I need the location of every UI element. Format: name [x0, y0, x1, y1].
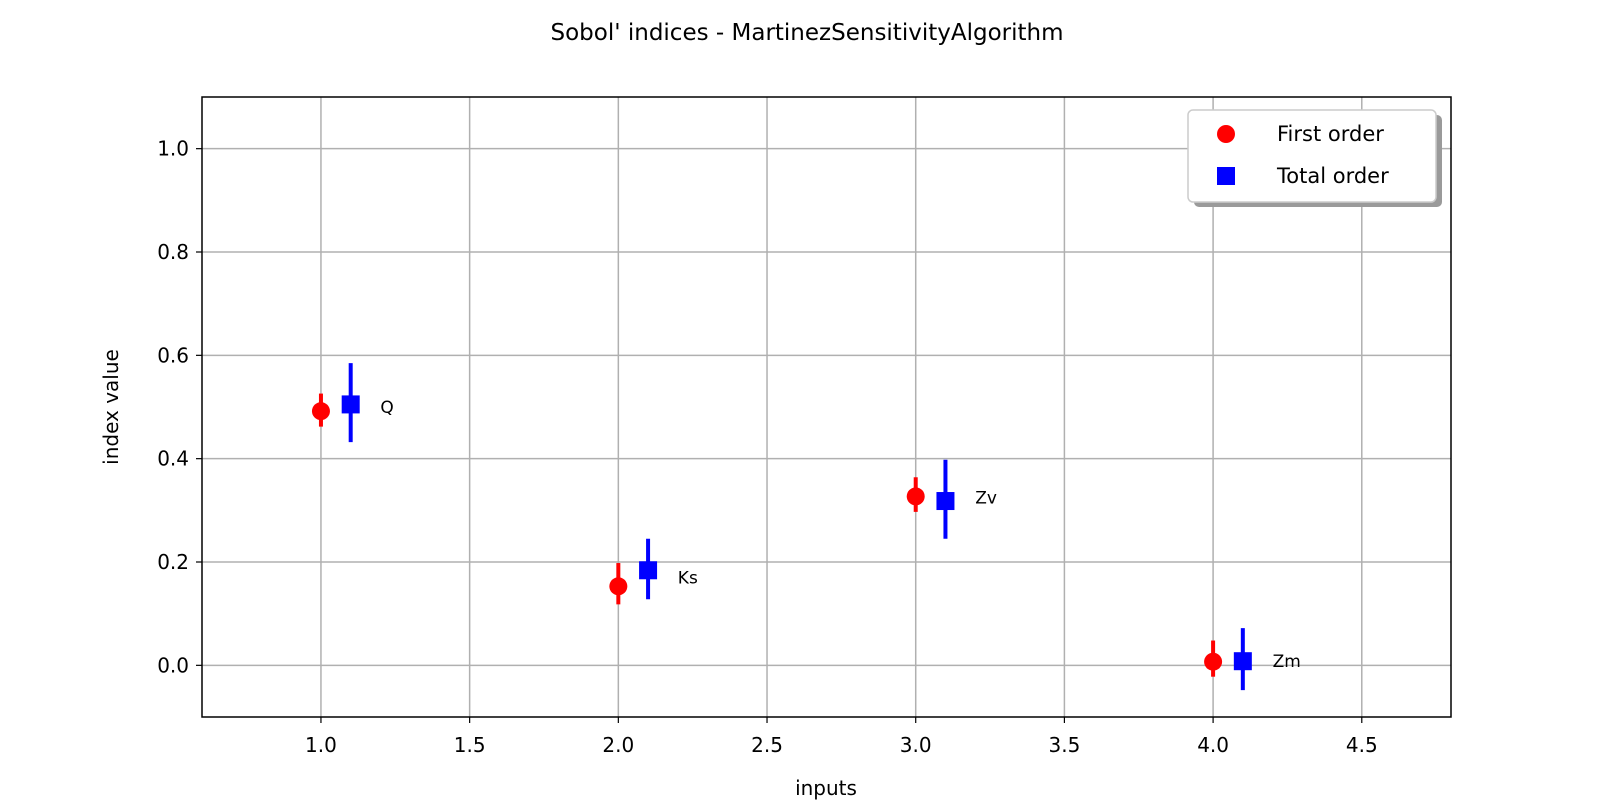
chart-title: Sobol' indices - MartinezSensitivityAlgo… — [550, 20, 1063, 46]
y-tick-label: 1.0 — [157, 137, 189, 161]
legend-box — [1187, 109, 1437, 203]
point-label: Zv — [975, 488, 997, 508]
x-tick-label: 2.0 — [602, 733, 634, 757]
data-series — [311, 363, 1252, 691]
data-point-circle — [1204, 652, 1223, 671]
point-label: Zm — [1273, 652, 1301, 672]
y-tick-label: 0.6 — [157, 343, 189, 367]
point-annotations: Q Ks Zv Zm — [380, 398, 1300, 672]
data-point-circle — [311, 402, 330, 421]
series-total-order — [341, 363, 1252, 691]
legend-marker-first-order — [1217, 125, 1235, 143]
y-tick-label: 0.8 — [157, 240, 189, 264]
x-tick-label: 1.0 — [305, 733, 337, 757]
y-tick-label: 0.4 — [157, 447, 189, 471]
y-tick-label: 0.0 — [157, 653, 189, 677]
data-point-square — [1233, 652, 1252, 671]
y-axis-label: index value — [99, 349, 123, 465]
data-point-square — [936, 492, 955, 511]
y-tick-label: 0.2 — [157, 550, 189, 574]
point-label: Ks — [678, 569, 698, 589]
data-point-square — [341, 395, 360, 414]
legend-label-first-order: First order — [1277, 122, 1384, 146]
x-axis-label: inputs — [795, 776, 857, 800]
x-tick-label: 2.5 — [751, 733, 783, 757]
x-tick-label: 3.5 — [1048, 733, 1080, 757]
data-point-circle — [609, 577, 628, 596]
point-label: Q — [380, 398, 393, 418]
x-tick-label: 4.0 — [1197, 733, 1229, 757]
data-point-square — [639, 561, 658, 580]
plot-area-frame — [201, 96, 1452, 718]
legend: First order Total order — [1187, 109, 1442, 207]
data-point-circle — [906, 487, 925, 506]
x-tick-label: 3.0 — [900, 733, 932, 757]
x-axis-ticks: 1.0 1.5 2.0 2.5 3.0 3.5 4.0 4.5 — [305, 717, 1378, 757]
y-axis-ticks: 0.0 0.2 0.4 0.6 0.8 1.0 — [157, 137, 202, 677]
legend-label-total-order: Total order — [1276, 164, 1389, 188]
x-tick-label: 1.5 — [454, 733, 486, 757]
x-tick-label: 4.5 — [1346, 733, 1378, 757]
legend-marker-total-order — [1217, 167, 1235, 185]
series-first-order — [311, 393, 1223, 677]
